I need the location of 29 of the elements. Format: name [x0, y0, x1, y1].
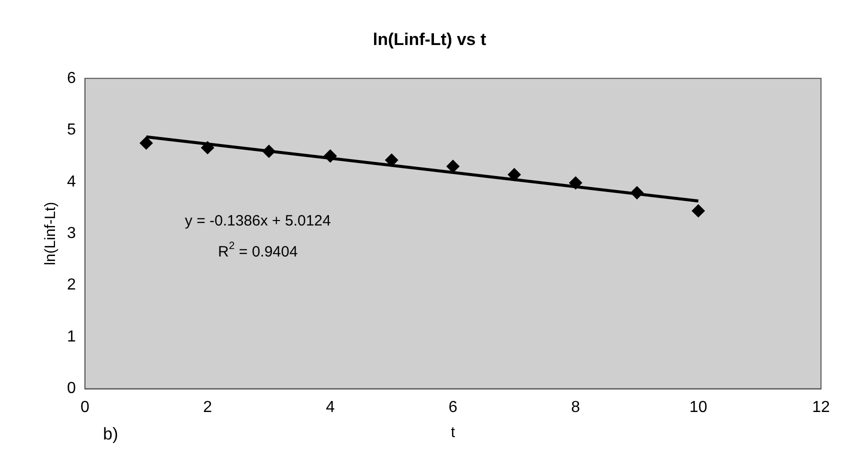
point: [446, 160, 460, 173]
y-tick-label: 4: [66, 173, 76, 190]
point: [140, 136, 153, 150]
x-axis-title: t: [450, 424, 456, 442]
y-tick-label: 3: [66, 225, 76, 242]
x-tick-label: 8: [571, 398, 580, 416]
point: [569, 176, 582, 190]
point: [262, 144, 276, 158]
x-tick-label: 12: [812, 398, 830, 416]
y-tick-label: 5: [66, 122, 76, 139]
y-tick-label: 6: [66, 70, 76, 87]
x-tick-label: 6: [448, 398, 458, 416]
x-tick-label: 4: [326, 398, 335, 416]
y-tick-label: 0: [66, 380, 76, 398]
annotation: y = -0.1386x + 5.0124: [184, 212, 331, 230]
point: [385, 154, 398, 167]
text: b): [103, 424, 118, 444]
y-tick-label: 2: [66, 276, 76, 294]
chart-title: ln(Linf-Lt) vs t: [372, 30, 486, 49]
point: [201, 141, 214, 154]
point: [508, 168, 521, 182]
x-tick-label: 10: [689, 398, 708, 416]
point: [630, 186, 644, 200]
point: [324, 150, 337, 162]
point: [692, 204, 705, 218]
y-axis-title: ln(Linf-Lt): [42, 202, 60, 266]
y-tick-label: 1: [66, 328, 76, 346]
x-tick-label: 2: [203, 398, 212, 416]
x-tick-label: 0: [80, 398, 90, 416]
